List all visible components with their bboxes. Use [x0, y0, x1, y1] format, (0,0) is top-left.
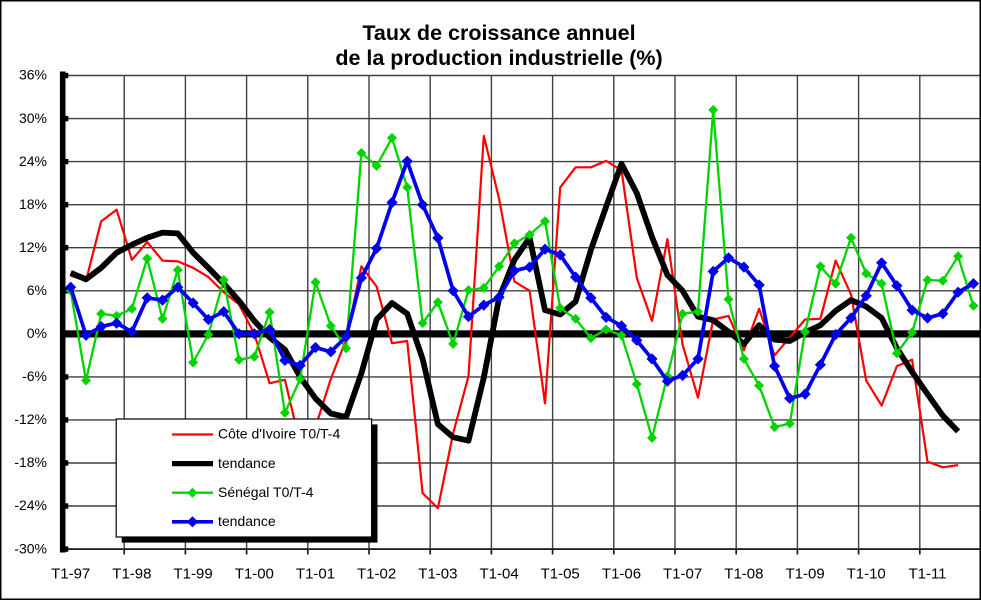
svg-text:tendance: tendance	[218, 513, 276, 529]
svg-text:6%: 6%	[27, 282, 47, 298]
svg-text:-30%: -30%	[14, 540, 47, 556]
svg-text:T1-06: T1-06	[602, 566, 641, 583]
svg-text:T1-00: T1-00	[235, 566, 274, 583]
svg-text:T1-07: T1-07	[663, 566, 702, 583]
svg-text:tendance: tendance	[218, 455, 276, 471]
svg-text:de la production industrielle: de la production industrielle (%)	[335, 46, 662, 70]
svg-text:Sénégal T0/T-4: Sénégal T0/T-4	[218, 484, 314, 500]
svg-text:T1-97: T1-97	[51, 566, 90, 583]
svg-text:30%: 30%	[19, 110, 47, 126]
svg-text:T1-11: T1-11	[908, 566, 946, 583]
svg-text:T1-09: T1-09	[786, 566, 825, 583]
svg-text:T1-01: T1-01	[296, 566, 335, 583]
svg-text:12%: 12%	[19, 239, 47, 255]
svg-text:T1-10: T1-10	[847, 566, 886, 583]
svg-text:T1-08: T1-08	[724, 566, 763, 583]
svg-text:18%: 18%	[19, 196, 47, 212]
svg-text:T1-04: T1-04	[480, 566, 519, 583]
svg-text:T1-98: T1-98	[112, 566, 151, 583]
svg-text:T1-05: T1-05	[541, 566, 580, 583]
svg-text:-6%: -6%	[22, 368, 47, 384]
svg-text:-18%: -18%	[14, 454, 47, 470]
svg-text:0%: 0%	[27, 325, 47, 341]
svg-text:T1-03: T1-03	[418, 566, 457, 583]
svg-text:-12%: -12%	[14, 411, 47, 427]
svg-text:T1-02: T1-02	[357, 566, 396, 583]
svg-text:Taux de croissance annuel: Taux de croissance annuel	[362, 21, 635, 45]
svg-text:Côte d'Ivoire T0/T-4: Côte d'Ivoire T0/T-4	[218, 426, 340, 442]
svg-text:T1-99: T1-99	[174, 566, 213, 583]
svg-text:24%: 24%	[19, 153, 47, 169]
svg-text:-24%: -24%	[14, 497, 47, 513]
svg-text:36%: 36%	[19, 67, 47, 83]
